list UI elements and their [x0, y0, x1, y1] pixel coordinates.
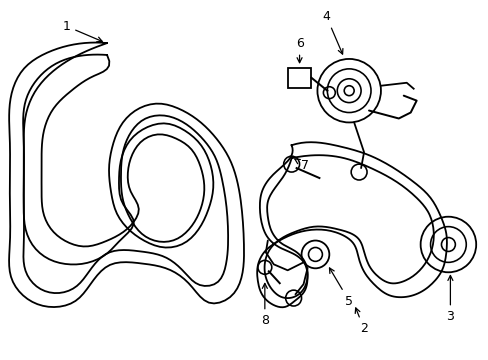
- Text: 3: 3: [446, 275, 453, 323]
- Text: 5: 5: [329, 268, 352, 307]
- Text: 8: 8: [260, 283, 268, 327]
- Text: 6: 6: [295, 37, 303, 63]
- Text: 7: 7: [294, 159, 308, 172]
- Bar: [287, 68, 311, 88]
- Text: 2: 2: [354, 308, 367, 336]
- Text: 1: 1: [62, 20, 102, 42]
- Text: 4: 4: [322, 10, 342, 54]
